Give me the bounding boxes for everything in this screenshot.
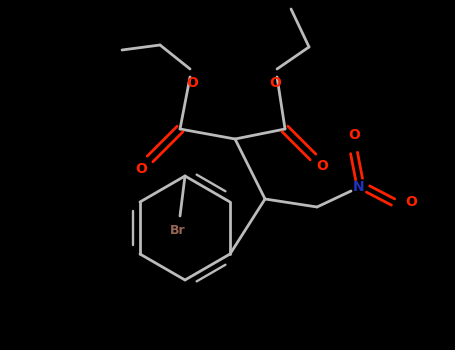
Text: O: O: [186, 76, 198, 90]
Text: O: O: [405, 195, 417, 209]
Text: Br: Br: [170, 224, 186, 237]
Text: O: O: [269, 76, 281, 90]
Text: O: O: [348, 128, 360, 142]
Text: O: O: [316, 159, 328, 173]
Text: O: O: [135, 162, 147, 176]
Text: N: N: [353, 180, 365, 194]
